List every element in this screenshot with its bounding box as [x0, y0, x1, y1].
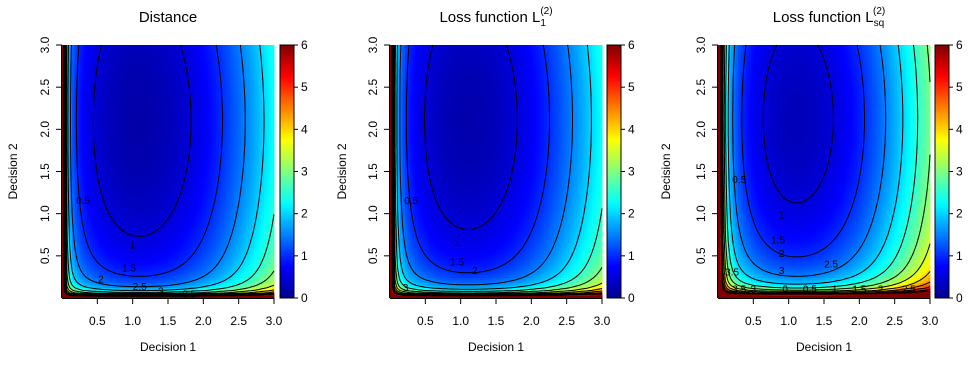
- panel-1: 0.511.522.5 3 3.50.5 1.0 1.5 2.0 2.5 3.00.51.01…: [6, 9, 308, 354]
